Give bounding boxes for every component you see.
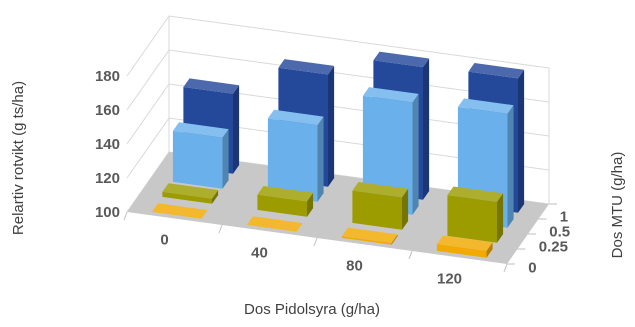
x-tick-mark: [123, 211, 128, 221]
bar-top-face: [341, 227, 398, 243]
bar-front-face: [447, 195, 497, 243]
bar-top-face: [151, 203, 208, 219]
x-tick-label: 0: [160, 232, 168, 249]
bar-front-face: [352, 190, 402, 230]
bar-top-face: [447, 186, 504, 202]
bar-top-face: [362, 87, 419, 103]
x-tick-label: 80: [346, 258, 363, 275]
bar-front-face: [341, 236, 392, 245]
gridlines: [123, 15, 557, 273]
x-axis-ticks: 0 40 80 120: [160, 232, 462, 288]
z-axis-title: Dos MTU (g/ha): [609, 152, 626, 259]
y-tick-label: 120: [95, 170, 120, 187]
bar-top-face: [457, 98, 514, 114]
z-tick-label: 0.5: [549, 224, 570, 241]
y-tick-label: 160: [95, 102, 120, 119]
bar-side-face: [518, 69, 525, 213]
bar: [257, 186, 314, 217]
y-axis-title: Relartiv rotvikt (g ts/ha): [10, 81, 27, 235]
bar-side-face: [233, 85, 240, 174]
bar-top-face: [278, 59, 335, 75]
bar-side-face: [391, 234, 398, 245]
bar-top-face: [172, 122, 229, 138]
x-tick-label: 40: [251, 245, 268, 262]
bar-front-face: [162, 191, 212, 204]
bar-side-face: [402, 188, 409, 230]
y-tick-label: 140: [95, 136, 120, 153]
bar-top-face: [246, 216, 303, 232]
bar-side-face: [507, 105, 514, 228]
y-tick-label: 100: [95, 204, 120, 221]
z-tick-label: 1: [560, 209, 568, 226]
bar-top-face: [468, 63, 525, 79]
bar-side-face: [497, 193, 504, 243]
bar: [162, 183, 219, 204]
bar-top-face: [183, 78, 240, 94]
x-tick-label: 120: [437, 271, 462, 288]
bar-top-face: [257, 186, 314, 202]
bar-top-face: [352, 182, 409, 198]
bar-front-face: [267, 118, 318, 202]
bar-side-face: [212, 190, 219, 204]
x-tick-mark: [408, 250, 413, 260]
bar: [267, 109, 324, 202]
bar-top-face: [436, 235, 493, 251]
z-tick-label: 0.25: [539, 239, 568, 256]
bar: [341, 227, 398, 245]
bar-front-face: [436, 244, 487, 258]
bars: [151, 51, 525, 258]
z-tick-label: 0: [528, 260, 536, 277]
x-tick-mark: [313, 237, 318, 247]
bar: [352, 182, 409, 230]
bar: [447, 186, 504, 243]
x-tick-mark: [218, 224, 223, 234]
bar: [246, 216, 303, 232]
bar-front-face: [257, 194, 307, 217]
bar-side-face: [317, 116, 324, 202]
y-axis-ticks: 100 120 140 160 180: [95, 68, 120, 221]
bar: [151, 203, 208, 219]
y-tick-label: 180: [95, 68, 120, 85]
bar-top-face: [162, 183, 219, 199]
bar-front-face: [172, 130, 223, 189]
bar-side-face: [412, 93, 419, 215]
bar-top-face: [373, 51, 430, 68]
bar-side-face: [423, 58, 430, 200]
bar-side-face: [328, 65, 335, 187]
bar: [172, 122, 229, 189]
bar: [436, 235, 493, 258]
x-axis-title: Dos Pidolsyra (g/ha): [244, 301, 380, 318]
bar-top-face: [267, 109, 324, 126]
bar-side-face: [222, 129, 229, 189]
z-axis-ticks: 00.250.51: [528, 209, 570, 277]
bar-side-face: [307, 192, 314, 217]
bar-side-face: [486, 242, 493, 258]
x-tick-mark: [503, 263, 508, 273]
